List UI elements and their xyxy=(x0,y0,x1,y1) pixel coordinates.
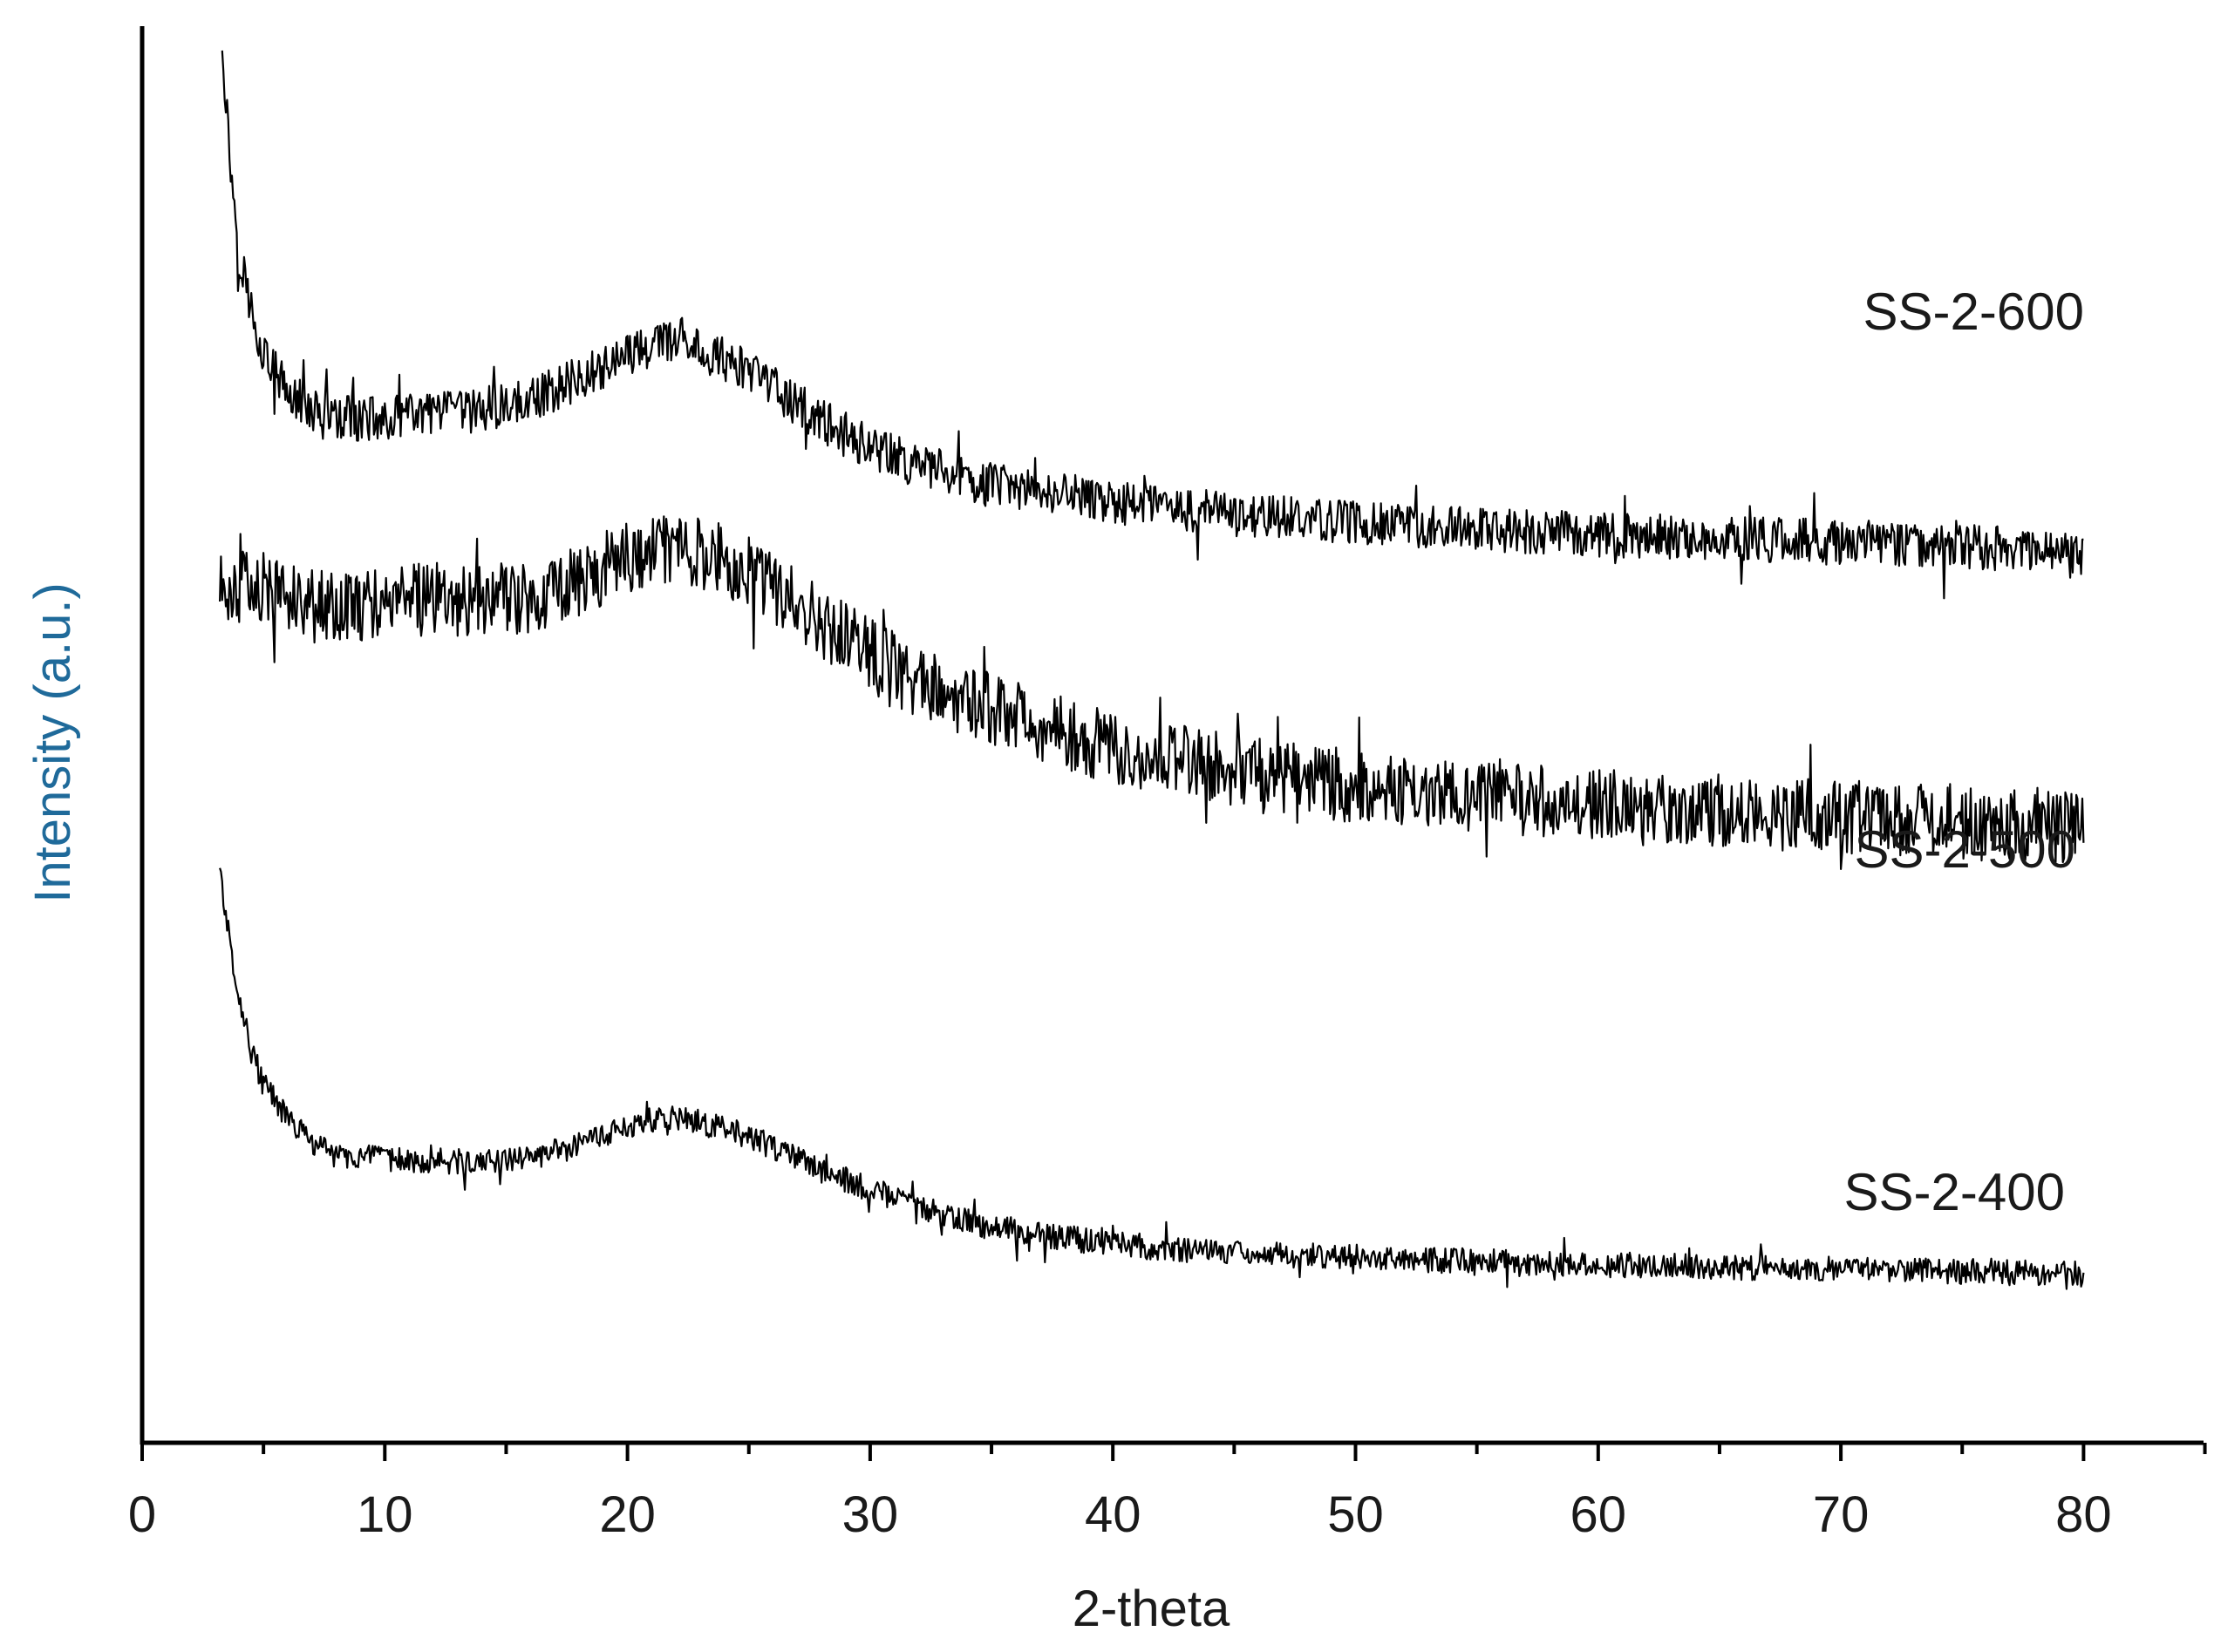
series-label-ss-2-400: SS-2-400 xyxy=(1844,1163,2065,1221)
y-axis-title: Intensity (a.u.) xyxy=(24,582,81,902)
series-layer xyxy=(219,50,2085,1290)
x-axis-title: 2-theta xyxy=(1073,1581,1230,1637)
x-tick-label: 60 xyxy=(1570,1486,1627,1543)
series-label-layer: SS-2-600 SS-2-500 SS-2-400 xyxy=(1844,282,2084,1221)
x-tick-label: 50 xyxy=(1327,1486,1384,1543)
series-label-ss-2-600: SS-2-600 xyxy=(1863,282,2084,341)
axis-layer xyxy=(140,26,2204,1445)
x-tick-label: 20 xyxy=(599,1486,656,1543)
series-line-ss-2-600 xyxy=(221,50,2084,600)
x-tick-label: 40 xyxy=(1085,1486,1141,1543)
x-tick-label: 0 xyxy=(128,1486,156,1543)
x-tick-label: 10 xyxy=(357,1486,413,1543)
series-label-ss-2-500: SS-2-500 xyxy=(1855,820,2075,879)
series-line-ss-2-500 xyxy=(219,515,2085,870)
x-tick-layer: 0 10 20 30 40 50 60 70 80 xyxy=(128,1443,2207,1543)
x-tick-label: 70 xyxy=(1813,1486,1870,1543)
x-tick-label: 80 xyxy=(2055,1486,2112,1543)
x-tick-label: 30 xyxy=(842,1486,899,1543)
series-line-ss-2-400 xyxy=(219,867,2085,1290)
